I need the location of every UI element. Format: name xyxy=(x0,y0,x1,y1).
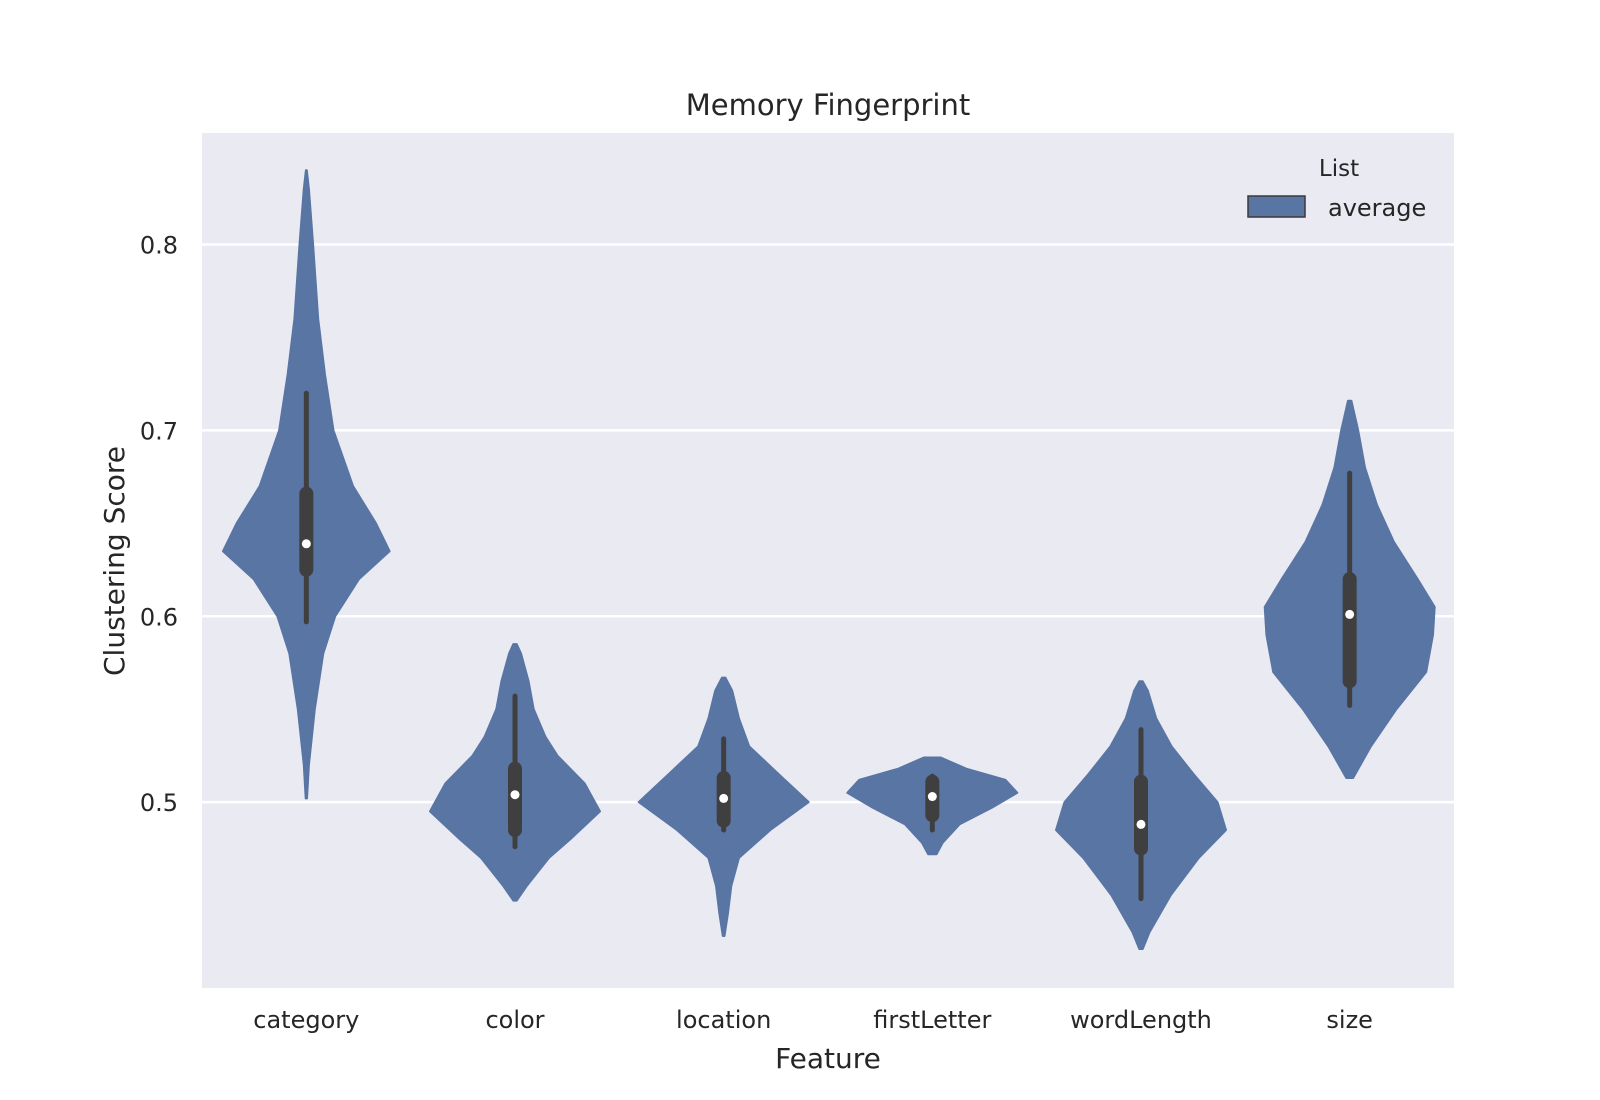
median-dot-wordLength xyxy=(1136,819,1146,829)
legend: List average xyxy=(1247,156,1426,222)
y-axis-label: Clustering Score xyxy=(98,446,131,676)
median-dot-category xyxy=(301,539,311,549)
median-dot-size xyxy=(1345,609,1355,619)
legend-title: List xyxy=(1319,156,1359,182)
y-tick-label: 0.8 xyxy=(140,232,178,260)
x-axis-ticks: category color location firstLetter wordLeng… xyxy=(253,1006,1373,1034)
median-dot-location xyxy=(719,793,729,803)
x-tick-label-firstLetter: firstLetter xyxy=(873,1006,991,1034)
x-tick-label-location: location xyxy=(676,1006,771,1034)
x-tick-label-wordLength: wordLength xyxy=(1070,1006,1212,1034)
median-dot-color xyxy=(510,790,520,800)
y-tick-label: 0.5 xyxy=(140,789,178,817)
plot-background xyxy=(202,133,1454,988)
x-tick-label-color: color xyxy=(485,1006,544,1034)
x-tick-label-category: category xyxy=(253,1006,359,1034)
legend-entry-average: average xyxy=(1328,194,1426,222)
x-axis-label: Feature xyxy=(775,1042,881,1075)
chart-title: Memory Fingerprint xyxy=(686,88,970,122)
x-tick-label-size: size xyxy=(1326,1006,1373,1034)
y-tick-label: 0.6 xyxy=(140,603,178,631)
y-tick-label: 0.7 xyxy=(140,417,178,445)
median-dot-firstLetter xyxy=(927,792,937,802)
legend-swatch xyxy=(1247,195,1306,218)
violins xyxy=(222,169,1436,950)
grid-lines xyxy=(202,243,1454,804)
y-axis-ticks: 0.5 0.6 0.7 0.8 xyxy=(140,232,178,818)
